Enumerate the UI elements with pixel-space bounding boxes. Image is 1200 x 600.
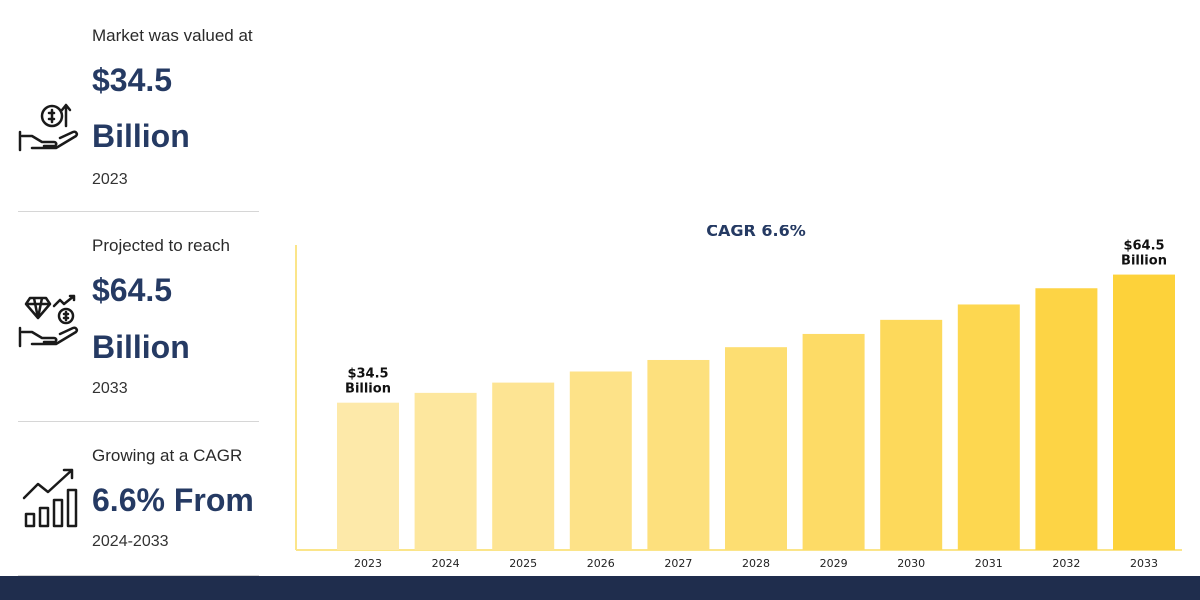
x-tick-label: 2025 — [509, 557, 537, 570]
stat-value-unit: Billion — [92, 329, 190, 365]
bar-2027 — [647, 359, 710, 550]
data-label: $34.5 Billion — [345, 367, 391, 397]
x-tick-label: 2031 — [975, 557, 1003, 570]
money-hand-growth-icon — [18, 103, 79, 152]
x-tick-label: 2032 — [1052, 557, 1080, 570]
x-tick-label: 2027 — [664, 557, 692, 570]
stat-value: $34.5 — [92, 62, 173, 98]
stat-value: 6.6% From — [92, 482, 254, 518]
bar-2025 — [492, 382, 555, 550]
bar-2029 — [802, 333, 865, 550]
stat-year: 2023 — [92, 171, 128, 188]
stat-divider — [18, 575, 259, 576]
bar-2031 — [957, 304, 1020, 550]
stat-label: Market was valued at — [92, 26, 253, 45]
x-tick-label: 2030 — [897, 557, 925, 570]
stat-label: Projected to reach — [92, 236, 230, 255]
stat-year: 2033 — [92, 380, 128, 397]
bar-2033 — [1113, 274, 1175, 550]
data-label: $64.5 Billion — [1121, 239, 1167, 269]
stat-divider — [18, 211, 259, 212]
market-growth-bar-chart: CAGR 6.6% 2023 2024 2025 2026 2027 2028 2029 203… — [295, 225, 1182, 570]
x-tick-label: 2026 — [587, 557, 615, 570]
bar-2032 — [1035, 288, 1098, 550]
bar-2030 — [880, 319, 943, 550]
bar-2023 — [337, 402, 399, 550]
footer-bar — [0, 576, 1200, 600]
stat-projected-value: Projected to reach $64.5 Billion 2033 — [18, 230, 290, 410]
stat-cagr: Growing at a CAGR 6.6% From 2024-2033 — [18, 440, 290, 570]
bar-2028 — [725, 347, 787, 550]
x-tick-label: 2023 — [354, 557, 382, 570]
x-tick-label: 2024 — [432, 557, 460, 570]
bar-chart-growth-icon — [22, 468, 78, 528]
chart-title: CAGR 6.6% — [706, 225, 806, 240]
diamond-hand-icon — [18, 294, 79, 348]
x-tick-label: 2029 — [820, 557, 848, 570]
stat-value: $64.5 — [92, 272, 173, 308]
bar-2024 — [414, 392, 477, 550]
bar-2026 — [569, 371, 632, 550]
stat-value-unit: Billion — [92, 118, 190, 154]
x-tick-label: 2033 — [1130, 557, 1158, 570]
stat-year-range: 2024-2033 — [92, 533, 169, 550]
x-tick-label: 2028 — [742, 557, 770, 570]
stat-label: Growing at a CAGR — [92, 446, 243, 465]
stat-divider — [18, 421, 259, 422]
stat-market-value: Market was valued at $34.5 Billion 2023 — [18, 20, 290, 200]
